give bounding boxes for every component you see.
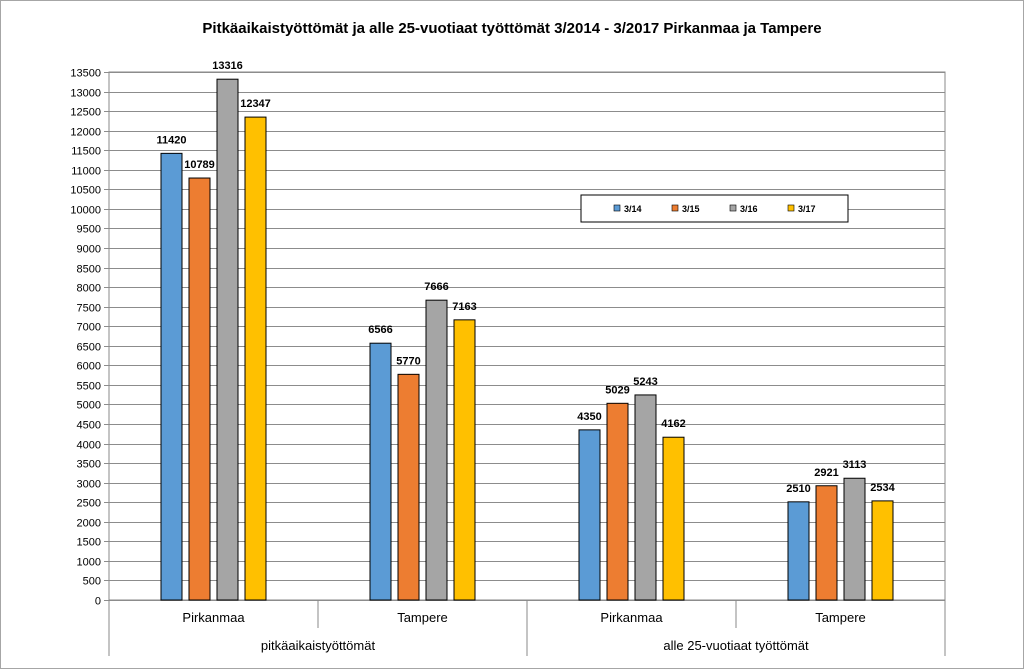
y-tick-label: 6000 (77, 361, 101, 373)
y-tick-label: 500 (83, 576, 101, 588)
y-tick-label: 9500 (77, 224, 101, 236)
data-label: 4350 (577, 411, 601, 423)
y-tick-label: 5500 (77, 381, 101, 393)
y-axis-ticks: 0 500 1000 1500 2000 2500 3000 3500 4000 4500 5000… (70, 68, 101, 608)
y-tick-label: 12000 (70, 127, 101, 139)
y-tick-label: 1500 (77, 537, 101, 549)
bar (369, 342, 392, 601)
y-tick-label: 11000 (71, 166, 101, 178)
legend-label: 3/15 (682, 204, 700, 214)
y-tick-label: 6500 (77, 342, 101, 354)
data-label: 2921 (814, 467, 838, 479)
category-axis: Pirkanmaa Tampere Pirkanmaa Tampere pitkäaik… (108, 600, 946, 656)
bar (216, 78, 239, 601)
y-tick-label: 13000 (70, 88, 101, 100)
bar (606, 402, 629, 601)
y-tick-label: 11500 (71, 146, 101, 158)
legend-box (580, 194, 849, 223)
y-tick-label: 8500 (77, 264, 101, 276)
data-label: 3113 (843, 459, 867, 471)
y-tick-label: 10000 (70, 205, 101, 217)
data-labels: 11420 10789 13316 12347 6566 5770 7666 7163 4350… (157, 60, 896, 495)
legend-label: 3/16 (740, 204, 758, 214)
category-label: Pirkanmaa (182, 610, 245, 625)
data-label: 5029 (605, 384, 629, 396)
y-tick-label: 2000 (77, 518, 101, 530)
bars (160, 78, 894, 601)
data-label: 13316 (212, 60, 243, 72)
data-label: 7163 (452, 301, 476, 313)
y-tick-label: 13500 (70, 68, 101, 80)
bar (160, 152, 183, 601)
bar (662, 436, 685, 601)
y-tick-label: 5000 (77, 400, 101, 412)
data-label: 2534 (870, 482, 895, 494)
bar (634, 394, 657, 601)
legend-swatch (671, 204, 679, 212)
y-tick-label: 7500 (77, 303, 101, 315)
legend-swatch (613, 204, 621, 212)
data-label: 4162 (661, 418, 685, 430)
bar (578, 429, 601, 601)
legend-label: 3/17 (798, 204, 816, 214)
y-tick-label: 3000 (77, 479, 101, 491)
y-tick-label: 8000 (77, 283, 101, 295)
bar (787, 501, 810, 601)
bar (453, 319, 476, 601)
group-label: pitkäaikaistyöttömät (261, 638, 376, 653)
bar (188, 177, 211, 601)
data-label: 11420 (157, 134, 187, 146)
bar (397, 373, 420, 601)
y-tick-label: 10500 (70, 185, 101, 197)
group-label: alle 25-vuotiaat työttömät (663, 638, 809, 653)
data-label: 7666 (424, 281, 448, 293)
legend-label: 3/14 (624, 204, 642, 214)
legend-swatch (787, 204, 795, 212)
category-label: Tampere (397, 610, 448, 625)
data-label: 10789 (184, 159, 215, 171)
bar (843, 477, 866, 601)
data-label: 6566 (368, 324, 392, 336)
y-tick-label: 4500 (77, 420, 101, 432)
y-tick-label: 12500 (70, 107, 101, 119)
y-tick-label: 3500 (77, 459, 101, 471)
legend-swatch (729, 204, 737, 212)
y-tick-label: 9000 (77, 244, 101, 256)
y-tick-label: 4000 (77, 440, 101, 452)
legend: 3/14 3/15 3/16 3/17 (580, 194, 849, 223)
bar (244, 116, 267, 601)
data-label: 5243 (633, 376, 657, 388)
category-label: Pirkanmaa (600, 610, 663, 625)
y-tick-label: 1000 (77, 557, 101, 569)
y-tick-label: 7000 (77, 322, 101, 334)
category-label: Tampere (815, 610, 866, 625)
y-tick-label: 0 (95, 596, 101, 608)
y-tick-label: 2500 (77, 498, 101, 510)
bar (871, 500, 894, 601)
data-label: 5770 (396, 355, 420, 367)
bar (425, 299, 448, 601)
data-label: 2510 (786, 483, 810, 495)
chart-title: Pitkäaikaistyöttömät ja alle 25-vuotiaat… (202, 20, 821, 37)
data-label: 12347 (240, 98, 271, 110)
bar (815, 485, 838, 601)
